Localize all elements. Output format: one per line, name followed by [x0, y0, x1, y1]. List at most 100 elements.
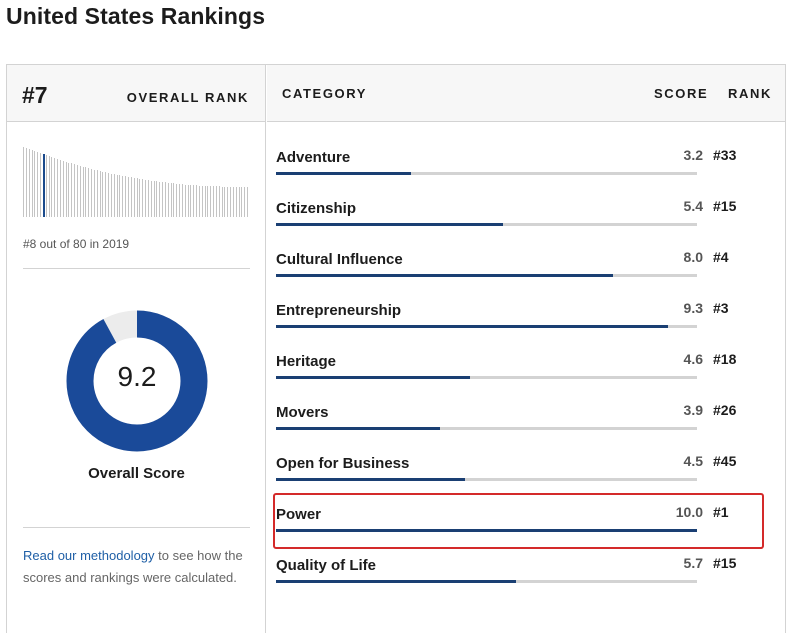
histogram-bar — [82, 167, 84, 217]
histogram-bar — [162, 182, 164, 217]
histogram-bar — [210, 186, 212, 217]
score-bar-fill — [276, 427, 440, 430]
histogram-bar — [190, 185, 192, 217]
category-rank: #26 — [713, 402, 737, 418]
histogram-bar — [76, 165, 78, 217]
histogram-bar — [235, 187, 237, 217]
histogram-bar — [198, 186, 200, 217]
score-bar-fill — [276, 580, 516, 583]
category-row: Quality of Life 5.7 #15 — [276, 549, 766, 600]
category-rank: #4 — [713, 249, 729, 265]
category-name: Quality of Life — [276, 557, 377, 574]
histogram-bar — [224, 187, 226, 217]
category-row: Open for Business 4.5 #45 — [276, 447, 766, 498]
histogram-bar — [227, 187, 229, 217]
histogram-bar — [62, 161, 64, 217]
category-rank: #15 — [713, 555, 737, 571]
histogram-bar — [116, 175, 118, 217]
score-bar-track — [276, 580, 697, 583]
histogram-bar — [122, 176, 124, 217]
histogram-bar — [28, 149, 30, 217]
histogram-bar — [215, 186, 217, 217]
histogram-bar-selected — [42, 154, 45, 217]
histogram-bar — [218, 186, 220, 217]
score-bar-fill — [276, 376, 470, 379]
histogram-bar — [31, 150, 33, 217]
overall-rank-column: #7 OVERALL RANK #8 out of 80 in 2019 9.2… — [7, 65, 266, 633]
overall-score-donut — [66, 310, 208, 452]
histogram-bar — [184, 185, 186, 217]
methodology-link[interactable]: Read our methodology — [23, 548, 155, 563]
histogram-bar — [45, 155, 47, 217]
histogram-bar — [110, 174, 112, 217]
score-bar-track — [276, 274, 697, 277]
histogram-bar — [79, 166, 81, 217]
category-score: 5.4 — [683, 198, 703, 214]
histogram-bar — [238, 187, 240, 217]
histogram-bar — [37, 152, 39, 217]
histogram-bar — [173, 183, 175, 217]
histogram-bar — [207, 186, 209, 217]
histogram-bar — [139, 179, 141, 217]
category-row: Adventure 3.2 #33 — [276, 141, 766, 192]
rankings-panel: #7 OVERALL RANK #8 out of 80 in 2019 9.2… — [6, 64, 786, 633]
histogram-bar — [108, 173, 110, 217]
category-row: Cultural Influence 8.0 #4 — [276, 243, 766, 294]
page-title: United States Rankings — [6, 3, 266, 29]
histogram-bar — [65, 162, 67, 217]
category-header: CATEGORY — [282, 86, 368, 101]
histogram-bar — [176, 184, 178, 217]
score-bar-track — [276, 172, 697, 175]
category-row: Entrepreneurship 9.3 #3 — [276, 294, 766, 345]
histogram-bar — [130, 177, 132, 217]
category-score: 3.2 — [683, 147, 703, 163]
rank-history-note: #8 out of 80 in 2019 — [23, 237, 130, 251]
histogram-bar — [244, 187, 246, 217]
score-bar-track — [276, 325, 697, 328]
rank-header: RANK — [728, 86, 772, 101]
histogram-bar — [213, 186, 215, 217]
histogram-bar — [241, 187, 243, 217]
histogram-bar — [68, 163, 70, 217]
histogram-bar — [91, 169, 93, 217]
category-score: 5.7 — [683, 555, 703, 571]
histogram-bar — [145, 180, 146, 217]
category-row: Citizenship 5.4 #15 — [276, 192, 766, 243]
histogram-bar — [57, 159, 59, 217]
score-bar-fill — [276, 325, 668, 328]
histogram-bar — [133, 178, 135, 217]
histogram-bar — [34, 151, 36, 217]
score-bar-track — [276, 529, 697, 532]
category-name: Open for Business — [276, 455, 410, 472]
histogram-bar — [74, 164, 76, 217]
histogram-bar — [142, 179, 144, 217]
histogram-bar — [247, 187, 249, 217]
overall-rank-label: OVERALL RANK — [126, 90, 249, 105]
histogram-bar — [164, 182, 166, 217]
category-name: Movers — [276, 404, 329, 421]
highlight-box — [273, 493, 764, 549]
category-row: Heritage 4.6 #18 — [276, 345, 766, 396]
overall-rank-number: #7 — [22, 82, 48, 108]
histogram-bar — [88, 168, 90, 217]
histogram-bar — [179, 184, 181, 217]
category-score: 4.6 — [683, 351, 703, 367]
histogram-bar — [102, 172, 104, 217]
category-name: Citizenship — [276, 200, 357, 217]
score-bar-fill — [276, 529, 697, 532]
histogram-bar — [150, 181, 152, 217]
histogram-bar — [51, 157, 53, 217]
category-table-header: CATEGORY SCORE RANK — [267, 65, 785, 122]
histogram-bar — [40, 153, 42, 217]
category-name: Cultural Influence — [276, 251, 403, 268]
category-score: 8.0 — [683, 249, 703, 265]
histogram-bar — [230, 187, 232, 217]
score-bar-track — [276, 427, 697, 430]
category-rank: #1 — [713, 504, 729, 520]
histogram-bar — [153, 181, 155, 217]
histogram-bar — [167, 183, 169, 217]
score-bar-fill — [276, 172, 411, 175]
histogram-bar — [187, 185, 189, 217]
histogram-bar — [232, 187, 234, 217]
methodology-text: to see how the scores and rankings were … — [23, 548, 243, 585]
